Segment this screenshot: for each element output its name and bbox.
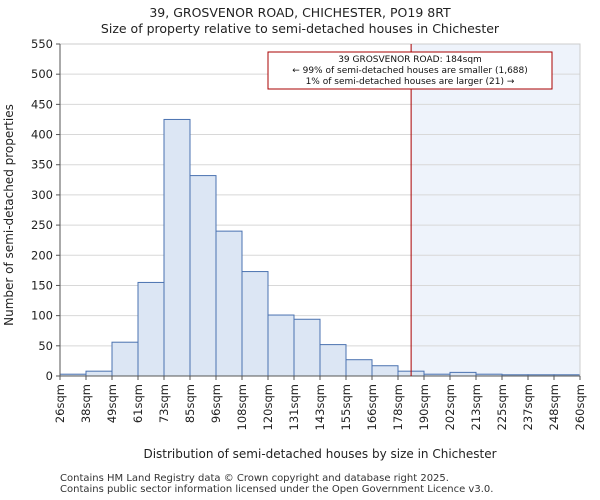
y-tick-label: 550: [31, 37, 53, 51]
annotation-box: [267, 51, 553, 90]
x-tick-label: 49sqm: [105, 384, 119, 423]
x-tick-label: 237sqm: [521, 384, 535, 430]
histogram-bar: [267, 314, 295, 377]
histogram-bar: [85, 370, 113, 377]
footer-licence: Contains public sector information licen…: [60, 484, 494, 495]
histogram-bar: [163, 118, 191, 377]
chart-title: 39, GROSVENOR ROAD, CHICHESTER, PO19 8RT: [149, 5, 451, 20]
histogram-bar: [345, 359, 373, 377]
histogram-bar: [241, 271, 269, 377]
y-tick-label: 300: [31, 188, 53, 202]
x-tick-label: 61sqm: [131, 384, 145, 423]
histogram-bar: [449, 371, 477, 377]
highlight-region: [411, 44, 580, 376]
y-axis-label: Number of semi-detached properties: [2, 104, 16, 326]
histogram-bar: [293, 318, 321, 377]
footer-copyright: Contains HM Land Registry data © Crown c…: [60, 473, 449, 484]
histogram-bar: [319, 344, 347, 377]
x-tick-label: 143sqm: [313, 384, 327, 430]
x-axis-label: Distribution of semi-detached houses by …: [143, 447, 496, 461]
x-tick-label: 225sqm: [495, 384, 509, 430]
x-tick-label: 73sqm: [157, 384, 171, 423]
y-tick-label: 350: [31, 158, 53, 172]
x-tick-label: 120sqm: [261, 384, 275, 430]
histogram-bar: [137, 281, 165, 377]
y-tick-label: 50: [38, 339, 53, 353]
x-tick-label: 202sqm: [443, 384, 457, 430]
x-tick-label: 96sqm: [209, 384, 223, 423]
y-tick-label: 500: [31, 67, 53, 81]
histogram-bar: [371, 365, 399, 377]
chart-subtitle: Size of property relative to semi-detach…: [100, 21, 500, 36]
x-tick-label: 155sqm: [339, 384, 353, 430]
y-tick-label: 400: [31, 128, 53, 142]
x-tick-label: 108sqm: [235, 384, 249, 430]
x-tick-label: 131sqm: [287, 384, 301, 430]
x-tick-label: 166sqm: [365, 384, 379, 430]
y-tick-label: 450: [31, 97, 53, 111]
x-tick-label: 260sqm: [573, 384, 587, 430]
x-tick-label: 248sqm: [547, 384, 561, 430]
annotation-line-3: 1% of semi-detached houses are larger (2…: [306, 77, 515, 87]
x-tick-label: 190sqm: [417, 384, 431, 430]
y-tick-label: 200: [31, 248, 53, 262]
histogram-bar: [189, 175, 217, 377]
annotation-line-2: ← 99% of semi-detached houses are smalle…: [292, 66, 528, 76]
y-tick-label: 100: [31, 309, 53, 323]
x-tick-label: 178sqm: [391, 384, 405, 430]
x-tick-label: 213sqm: [469, 384, 483, 430]
y-tick-label: 250: [31, 218, 53, 232]
histogram-bar: [215, 230, 243, 377]
histogram-bar: [111, 341, 139, 377]
y-tick-label: 150: [31, 278, 53, 292]
x-tick-label: 85sqm: [183, 384, 197, 423]
annotation-line-1: 39 GROSVENOR ROAD: 184sqm: [338, 55, 482, 65]
x-tick-label: 38sqm: [79, 384, 93, 423]
x-tick-label: 26sqm: [53, 384, 67, 423]
y-tick-label: 0: [46, 369, 53, 383]
